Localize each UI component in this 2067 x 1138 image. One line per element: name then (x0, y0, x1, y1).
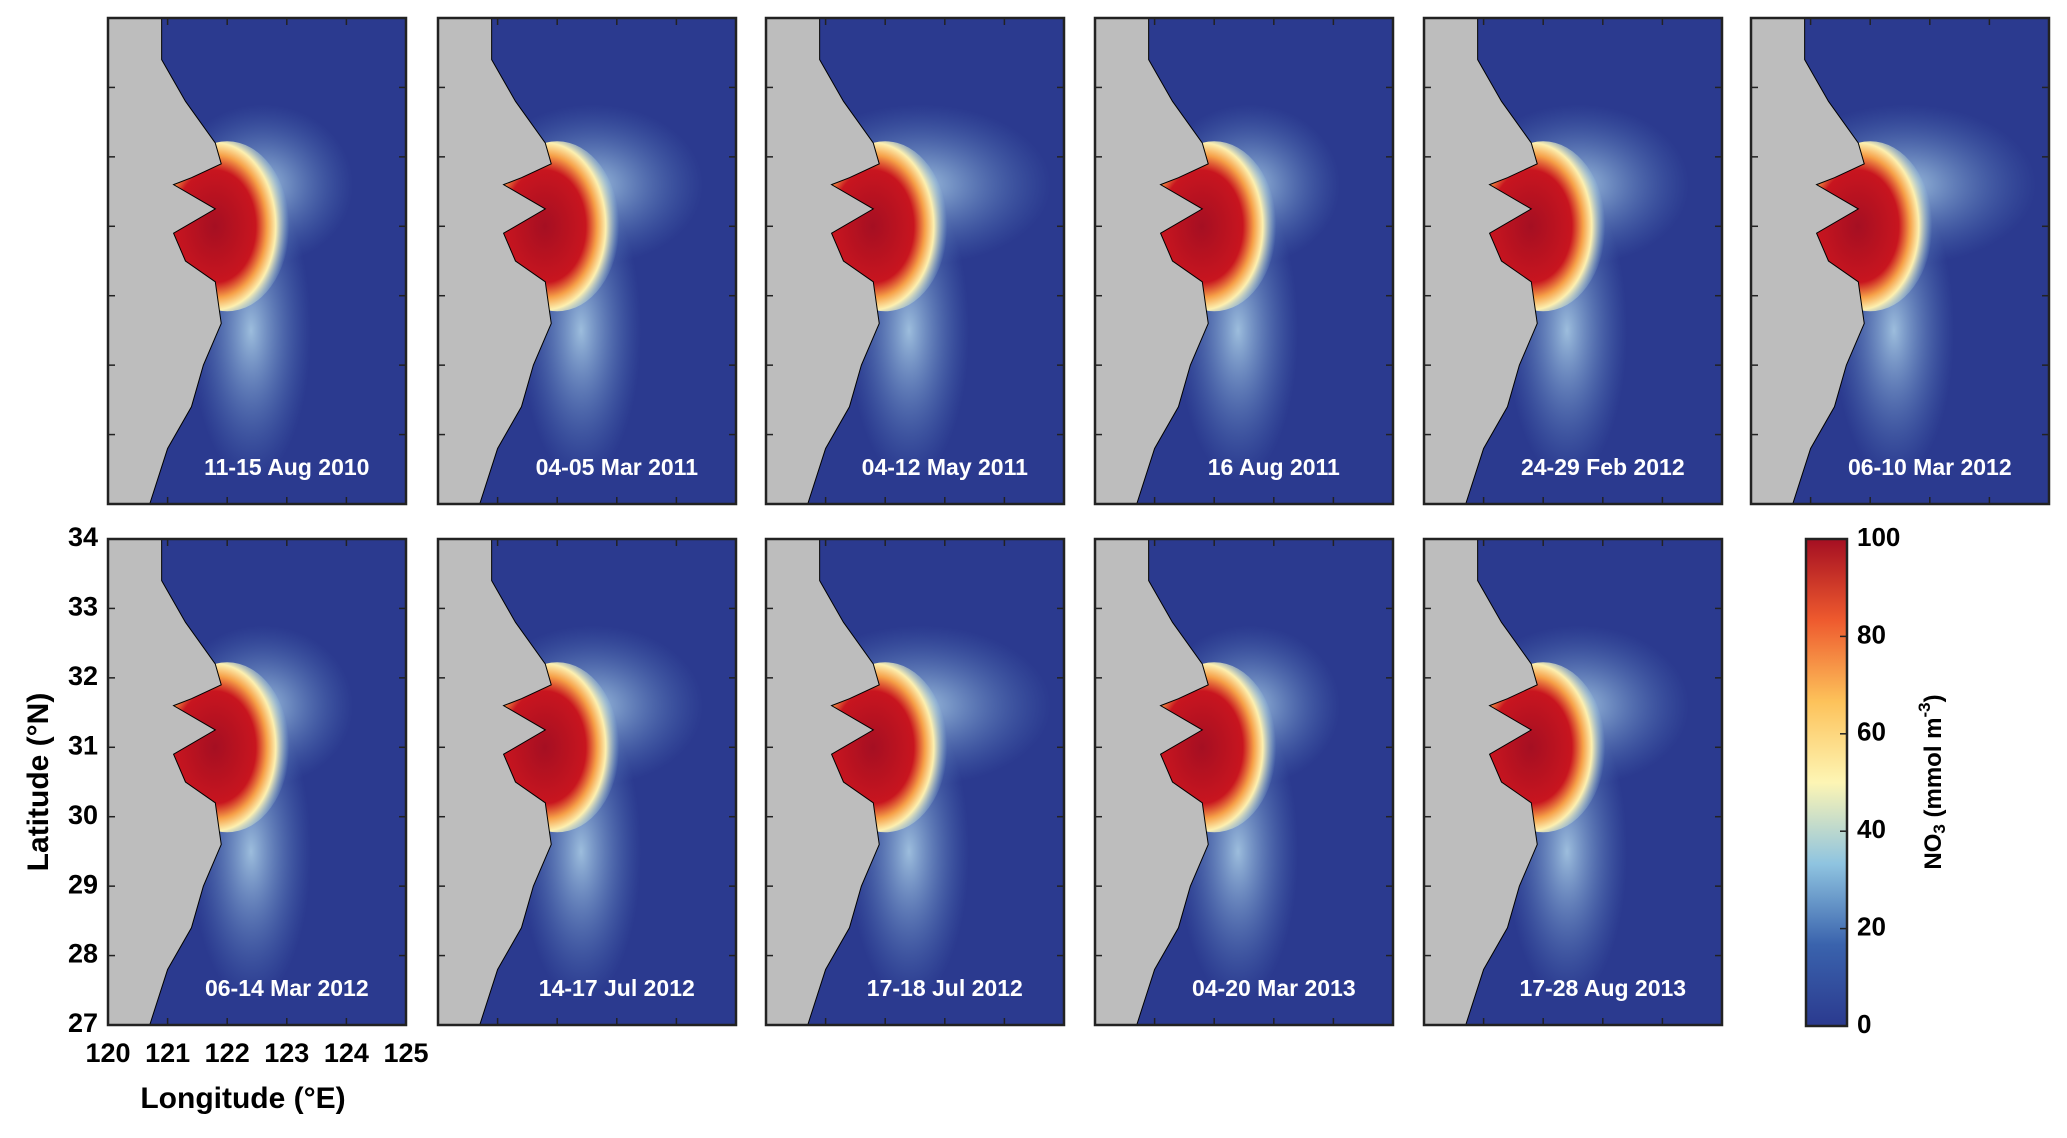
label-part: (mmol m (1920, 717, 1947, 824)
map-panel (1424, 539, 1722, 1025)
cb-tick-label: 80 (1857, 619, 1886, 649)
label-part: 3 (1930, 824, 1949, 833)
map-panel (108, 18, 406, 504)
y-tick-label: 29 (68, 869, 98, 899)
panel-frame (436, 537, 738, 1027)
panel-frame (1422, 537, 1724, 1027)
land (438, 539, 552, 1025)
panel-frame (106, 537, 408, 1027)
x-tick-label: 120 (85, 1038, 130, 1068)
panel-label: 14-17 Jul 2012 (539, 975, 695, 1001)
map-panel (1751, 18, 2049, 504)
panel-frame (764, 537, 1066, 1027)
panel-frame (106, 16, 408, 506)
y-tick-label: 27 (68, 1008, 98, 1038)
land (1095, 18, 1209, 504)
panel-label: 04-12 May 2011 (862, 454, 1028, 480)
land (1424, 539, 1538, 1025)
cb-tick-label: 40 (1857, 814, 1886, 844)
panel-label: 17-18 Jul 2012 (867, 975, 1023, 1001)
y-tick-label: 30 (68, 800, 98, 830)
land (438, 18, 552, 504)
x-tick-label: 121 (145, 1038, 190, 1068)
panel-frame (1422, 16, 1724, 506)
panel-label: 24-29 Feb 2012 (1521, 454, 1685, 480)
panel-label: 17-28 Aug 2013 (1519, 975, 1686, 1001)
map-panel (766, 539, 1064, 1025)
x-tick-label: 125 (383, 1038, 428, 1068)
land (766, 539, 880, 1025)
panel-label: 11-15 Aug 2010 (204, 454, 369, 480)
x-tick-label: 123 (264, 1038, 309, 1068)
colorbar-label: NO3 (mmol m-3) (1915, 694, 1949, 869)
panel-label: 06-14 Mar 2012 (205, 975, 369, 1001)
map-panel (438, 539, 736, 1025)
map-panel (1095, 18, 1393, 504)
cb-tick-label: 20 (1857, 911, 1886, 941)
panel-label: 04-20 Mar 2013 (1192, 975, 1356, 1001)
y-tick-label: 34 (68, 522, 98, 552)
map-panel (1095, 539, 1393, 1025)
land (108, 18, 222, 504)
panel-frame (764, 16, 1066, 506)
land (1751, 18, 1865, 504)
y-tick-label: 32 (68, 661, 98, 691)
panel-label: 04-05 Mar 2011 (536, 454, 699, 480)
land (108, 539, 222, 1025)
map-panel (108, 539, 406, 1025)
cb-tick-label: 60 (1857, 717, 1886, 747)
label-part: -3 (1915, 702, 1934, 717)
panel-label: 06-10 Mar 2012 (1848, 454, 2012, 480)
panel-frame (1093, 16, 1395, 506)
label-part: NO (1920, 834, 1947, 870)
y-tick-label: 28 (68, 939, 98, 969)
x-axis-label: Longitude (°E) (140, 1082, 345, 1115)
label-part: ) (1920, 694, 1947, 702)
land (1424, 18, 1538, 504)
colorbar (1804, 537, 1849, 1028)
land (766, 18, 880, 504)
panel-frame (436, 16, 738, 506)
map-panel (1424, 18, 1722, 504)
land (1095, 539, 1209, 1025)
x-tick-label: 122 (205, 1038, 250, 1068)
map-panel (438, 18, 736, 504)
cb-tick-label: 100 (1857, 522, 1900, 552)
panel-label: 16 Aug 2011 (1208, 454, 1340, 480)
y-axis-label: Latitude (°N) (22, 693, 55, 872)
panel-frame (1749, 16, 2051, 506)
panel-frame (1093, 537, 1395, 1027)
map-panel (766, 18, 1064, 504)
cb-tick-label: 0 (1857, 1009, 1871, 1039)
x-tick-label: 124 (324, 1038, 369, 1068)
y-tick-label: 33 (68, 592, 98, 622)
y-tick-label: 31 (68, 730, 98, 760)
